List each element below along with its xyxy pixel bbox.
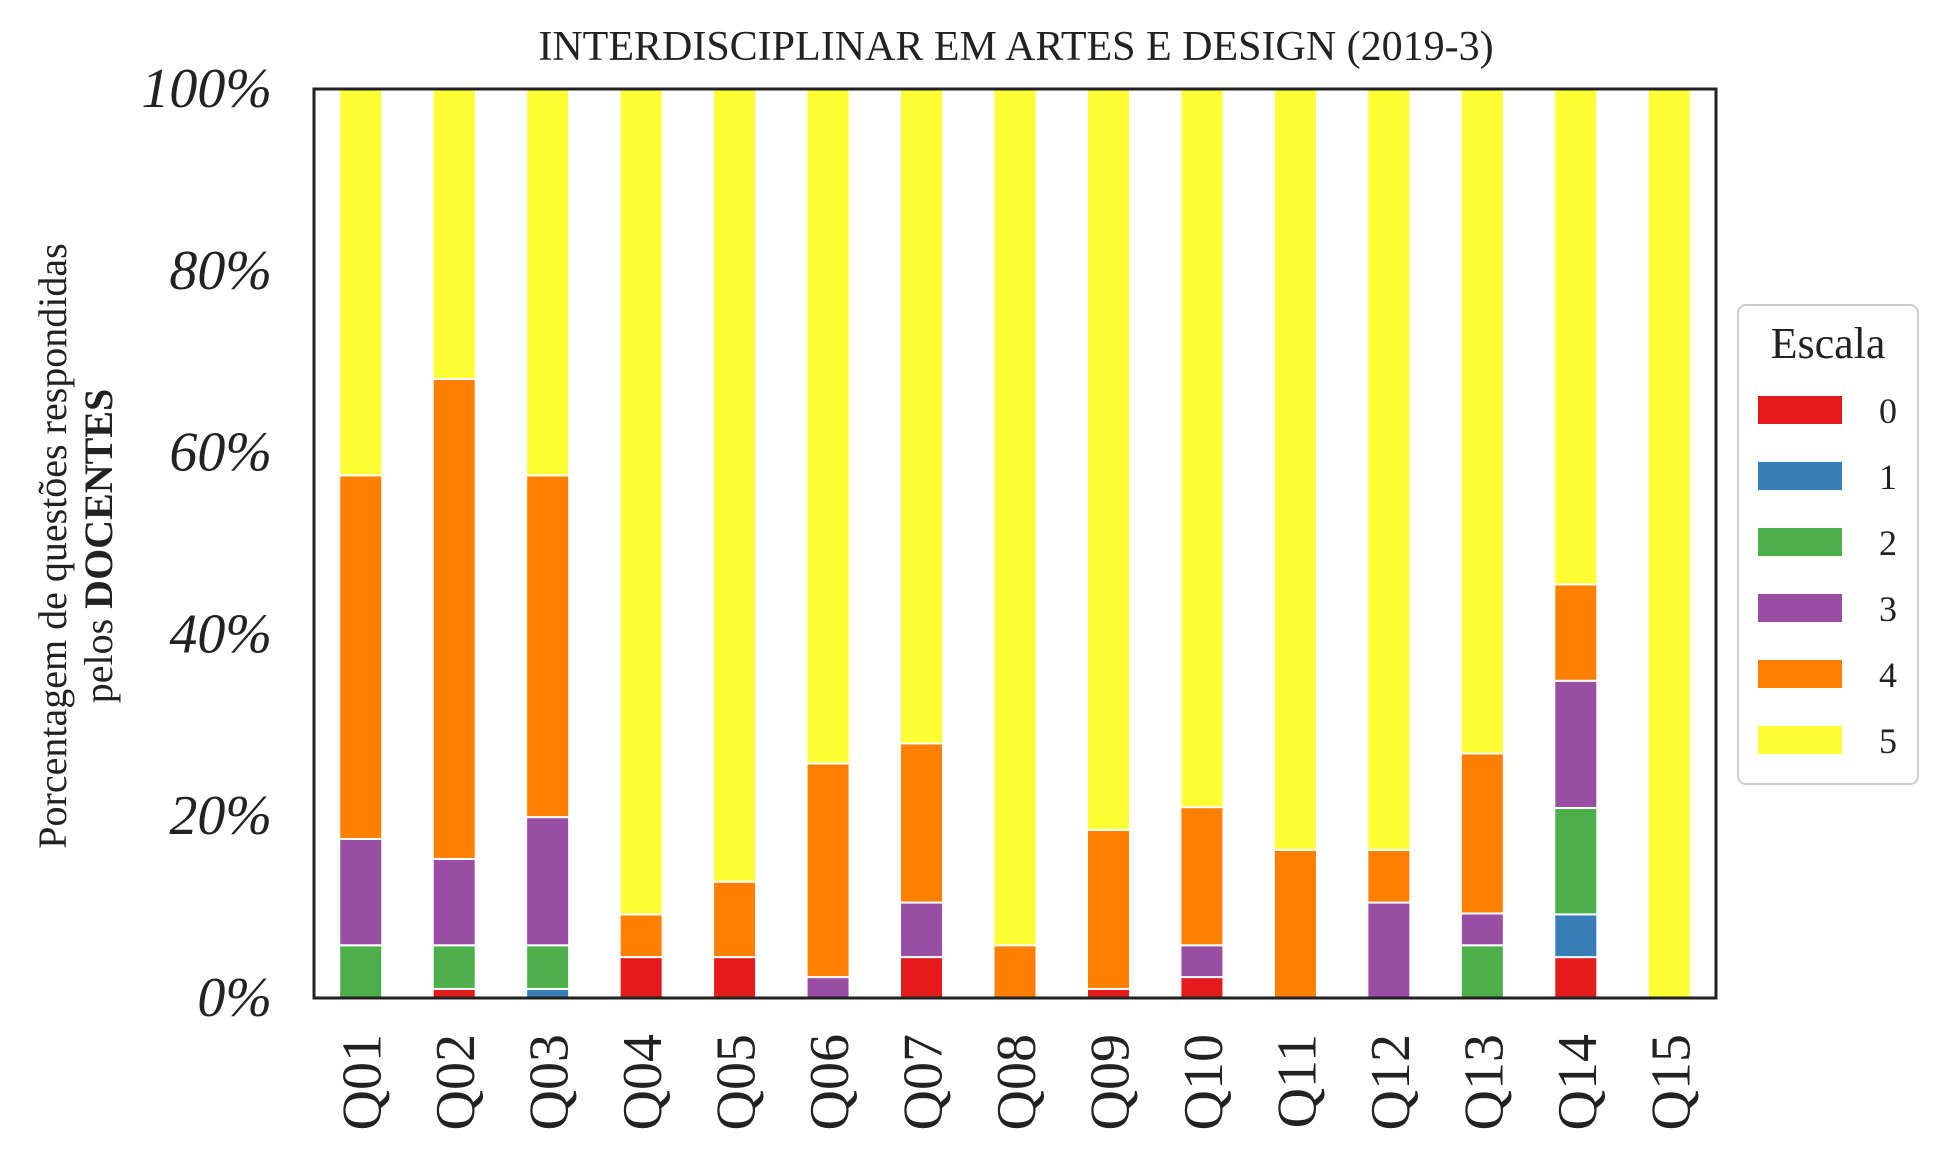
bar-segment-q03-scale-3 (525, 816, 571, 947)
y-tick-label: 80% (169, 240, 272, 302)
bar-segment-q02-scale-5 (431, 88, 477, 380)
y-tick-label: 40% (169, 603, 272, 665)
x-tick-label: Q11 (1266, 1034, 1328, 1128)
bar-segment-q06-scale-5 (805, 88, 851, 765)
bar-segment-q13-scale-5 (1459, 88, 1505, 755)
bar-segment-q08-scale-4 (992, 944, 1038, 1000)
bar-segment-q01-scale-4 (338, 474, 384, 840)
plot-frame (312, 87, 1718, 1000)
bar-segment-q03-scale-4 (525, 474, 571, 819)
bar-segment-q05-scale-0 (712, 956, 758, 999)
bar-segment-q14-scale-0 (1553, 956, 1599, 999)
y-tick-label: 100% (141, 58, 272, 120)
bar-segment-q14-scale-1 (1553, 913, 1599, 959)
bar-segment-q02-scale-3 (431, 857, 477, 947)
x-tick-label: Q02 (425, 1034, 487, 1130)
bar-segment-q10-scale-3 (1179, 944, 1225, 979)
legend-label-2: 2 (1879, 523, 1897, 563)
bar-segment-q03-scale-2 (525, 944, 571, 990)
bar-segment-q10-scale-5 (1179, 88, 1225, 809)
bar-segment-q04-scale-0 (618, 956, 664, 999)
chart-title: INTERDISCIPLINAR EM ARTES E DESIGN (2019… (538, 24, 1493, 70)
bar-segment-q07-scale-3 (899, 901, 945, 959)
bar-segment-q06-scale-3 (805, 976, 851, 1000)
bar-segment-q13-scale-3 (1459, 912, 1505, 947)
bar-segment-q07-scale-0 (899, 956, 945, 999)
bar-segment-q01-scale-3 (338, 837, 384, 947)
x-tick-label: Q10 (1173, 1034, 1235, 1130)
x-tick-label: Q05 (706, 1034, 768, 1130)
x-tick-label: Q06 (799, 1034, 861, 1130)
bar-segment-q10-scale-0 (1179, 976, 1225, 1000)
y-tick-label: 0% (197, 967, 272, 1029)
x-tick-label: Q12 (1360, 1034, 1422, 1130)
legend-items: 0 1 2 3 4 5 (1758, 391, 1897, 761)
bar-segment-q13-scale-4 (1459, 752, 1505, 915)
bar-segment-q13-scale-2 (1459, 944, 1505, 1000)
x-axis-ticks: Q01 Q02 Q03 Q04 Q05 Q06 Q07 Q08 Q09 Q10 Q11 Q12 Q13 Q… (332, 1034, 1703, 1130)
x-tick-label: Q13 (1453, 1034, 1515, 1130)
bar-segment-q01-scale-5 (338, 88, 384, 477)
y-axis-label: Porcentagem de questões respondidas pelo… (30, 243, 121, 848)
bar-segment-q14-scale-5 (1553, 88, 1599, 586)
bar-segment-q14-scale-4 (1553, 583, 1599, 682)
bar-segment-q07-scale-4 (899, 742, 945, 904)
bar-segment-q12-scale-3 (1366, 901, 1412, 999)
legend-swatch-4 (1758, 660, 1842, 688)
bar-segment-q09-scale-4 (1085, 828, 1131, 990)
bar-segment-q14-scale-3 (1553, 679, 1599, 810)
bar-segment-q15-scale-5 (1646, 88, 1692, 999)
legend-title: Escala (1771, 319, 1886, 368)
bar-segment-q06-scale-4 (805, 762, 851, 979)
legend-swatch-0 (1758, 396, 1842, 424)
legend-label-1: 1 (1879, 457, 1897, 497)
bar-segment-q10-scale-4 (1179, 806, 1225, 947)
bar-segment-q07-scale-5 (899, 88, 945, 745)
y-axis-label-line2-prefix: pelos (76, 609, 121, 703)
bar-segment-q05-scale-5 (712, 88, 758, 883)
bar-segment-q02-scale-4 (431, 377, 477, 860)
bar-segment-q11-scale-4 (1272, 848, 1318, 1000)
legend-swatch-3 (1758, 594, 1842, 622)
x-tick-label: Q15 (1640, 1034, 1702, 1130)
legend-swatch-1 (1758, 462, 1842, 490)
x-tick-label: Q08 (986, 1034, 1048, 1130)
y-axis-label-line2-strong: DOCENTES (76, 389, 121, 609)
y-tick-label: 20% (169, 785, 272, 847)
legend-label-5: 5 (1879, 721, 1897, 761)
bar-segment-q09-scale-5 (1085, 88, 1131, 831)
bar-segment-q12-scale-4 (1366, 848, 1412, 904)
x-tick-label: Q04 (612, 1034, 674, 1130)
x-tick-label: Q09 (1079, 1034, 1141, 1130)
legend-label-0: 0 (1879, 391, 1897, 431)
bar-segment-q01-scale-2 (338, 944, 384, 1000)
legend: Escala 0 1 2 3 4 5 (1737, 304, 1919, 785)
bar-segment-q11-scale-5 (1272, 88, 1318, 851)
y-axis-ticks: 0% 20% 40% 60% 80% 100% (141, 58, 272, 1029)
bar-segment-q02-scale-2 (431, 944, 477, 990)
y-axis-label-line2: pelos DOCENTES (76, 389, 121, 704)
bar-segment-q12-scale-5 (1366, 88, 1412, 851)
x-tick-label: Q01 (332, 1034, 394, 1130)
y-tick-label: 60% (169, 422, 272, 484)
bar-segment-q14-scale-2 (1553, 807, 1599, 916)
x-tick-label: Q03 (519, 1034, 581, 1130)
bar-segment-q05-scale-4 (712, 880, 758, 959)
bar-segment-q04-scale-5 (618, 88, 664, 916)
legend-swatch-2 (1758, 528, 1842, 556)
legend-label-3: 3 (1879, 589, 1897, 629)
legend-label-4: 4 (1879, 655, 1897, 695)
bar-segment-q08-scale-5 (992, 88, 1038, 947)
bar-segment-q04-scale-4 (618, 913, 664, 959)
bar-segment-q03-scale-5 (525, 88, 571, 477)
y-axis-label-line1: Porcentagem de questões respondidas (30, 243, 75, 848)
bars-group (338, 88, 1692, 1000)
x-tick-label: Q07 (893, 1034, 955, 1130)
legend-swatch-5 (1758, 726, 1842, 754)
x-tick-label: Q14 (1547, 1034, 1609, 1130)
